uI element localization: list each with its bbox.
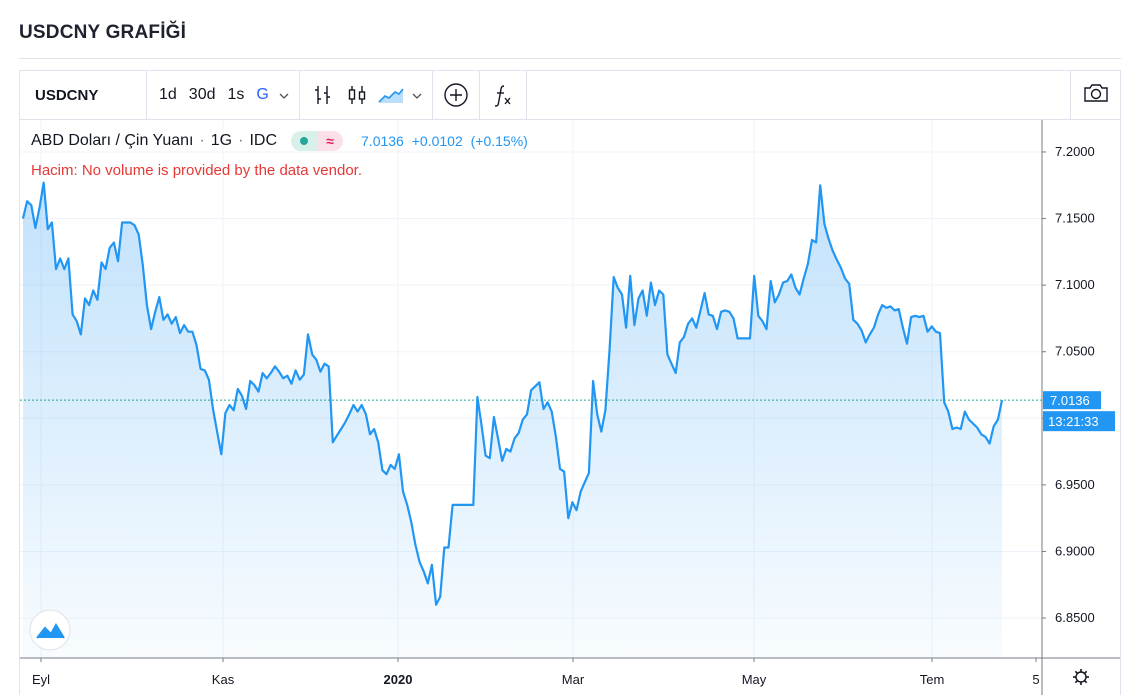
legend-change: +0.0102 xyxy=(411,133,463,149)
countdown-badge xyxy=(1043,411,1115,432)
time-tick-label: Eyl xyxy=(32,672,50,687)
indicators-group xyxy=(480,71,527,119)
chart-toolbar: USDCNY 1d 30d 1s G xyxy=(20,71,1120,120)
chart-type-group xyxy=(300,71,433,119)
time-tick-label: Kas xyxy=(212,672,235,687)
area-type-icon[interactable] xyxy=(374,78,408,112)
price-tick-label: 7.1000 xyxy=(1055,277,1095,292)
legend-status-badge[interactable]: ≈ xyxy=(291,131,344,151)
price-tick-label: 6.9500 xyxy=(1055,477,1095,492)
time-tick-label: 2020 xyxy=(384,672,413,687)
page-title: USDCNY GRAFİĞİ xyxy=(19,22,187,43)
interval-1d-button[interactable]: 1d xyxy=(159,86,177,103)
chart-legend: ABD Doları / Çin Yuanı · 1G · IDC ≈ 7.01… xyxy=(31,131,532,151)
interval-group: 1d 30d 1s G xyxy=(147,71,300,119)
symbol-search-button[interactable]: USDCNY xyxy=(20,71,147,119)
camera-icon xyxy=(1083,82,1109,109)
chart-type-chevron-down-icon[interactable] xyxy=(408,88,426,102)
price-tick-label: 7.0500 xyxy=(1055,344,1095,359)
interval-g-button[interactable]: G xyxy=(256,86,269,103)
price-tick-label: 6.8500 xyxy=(1055,610,1095,625)
time-tick-label: Tem xyxy=(920,672,945,687)
market-status-icon xyxy=(291,131,318,151)
interval-dropdown-chevron-down-icon[interactable] xyxy=(275,88,293,102)
time-tick-label: Mar xyxy=(562,672,585,687)
legend-values: 7.0136 +0.0102 (+0.15%) xyxy=(361,133,532,149)
legend-symbol-name: ABD Doları / Çin Yuanı xyxy=(31,132,194,149)
price-tick-label: 6.9000 xyxy=(1055,543,1095,558)
interval-30d-button[interactable]: 30d xyxy=(188,86,216,103)
bar-type-icon[interactable] xyxy=(306,78,340,112)
time-tick-label: May xyxy=(742,672,767,687)
price-series-line xyxy=(21,181,1004,606)
price-area-fill xyxy=(23,182,1002,658)
legend-separator: · xyxy=(238,132,244,149)
time-tick-label: 5 xyxy=(1032,672,1039,687)
title-divider xyxy=(19,58,1121,59)
price-chart[interactable]: 7.20007.15007.10007.05007.00006.95006.90… xyxy=(20,120,1120,695)
indicators-icon[interactable] xyxy=(486,78,520,112)
tradingview-logo[interactable] xyxy=(29,609,71,651)
legend-price: 7.0136 xyxy=(361,133,404,149)
data-delay-icon: ≈ xyxy=(317,131,344,151)
legend-source: IDC xyxy=(249,132,278,149)
countdown-label: 13:21:33 xyxy=(1048,414,1099,429)
volume-note: Hacim: No volume is provided by the data… xyxy=(31,162,363,179)
compare-group xyxy=(433,71,480,119)
legend-separator: · xyxy=(199,132,205,149)
add-compare-icon[interactable] xyxy=(439,78,473,112)
last-price-label: 7.0136 xyxy=(1050,393,1090,408)
price-tick-label: 7.2000 xyxy=(1055,144,1095,159)
legend-change-pct: (+0.15%) xyxy=(470,133,528,149)
price-tick-label: 7.1500 xyxy=(1055,211,1095,226)
legend-interval: 1G xyxy=(210,132,233,149)
snapshot-button[interactable] xyxy=(1070,71,1120,119)
settings-gear-icon[interactable] xyxy=(1073,669,1089,685)
chart-widget: USDCNY 1d 30d 1s G xyxy=(19,70,1121,695)
candle-type-icon[interactable] xyxy=(340,78,374,112)
last-price-badge xyxy=(1043,391,1101,410)
interval-1s-button[interactable]: 1s xyxy=(227,86,245,103)
